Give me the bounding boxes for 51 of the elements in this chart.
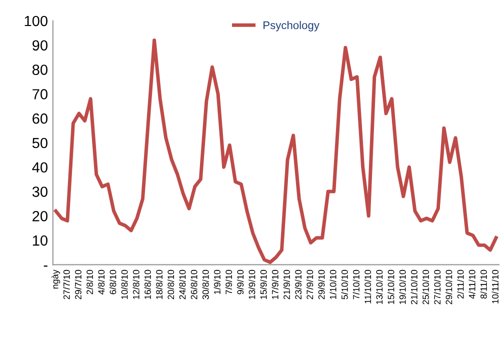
x-tick-label: 27/7/10: [63, 270, 70, 300]
x-tick-label: 27/9/10: [306, 270, 314, 300]
x-tick-label: 11/10/10: [364, 270, 372, 304]
y-tick-label: 90: [32, 40, 48, 51]
x-tick-label: 20/8/10: [167, 270, 174, 300]
y-tick-label: 70: [32, 89, 48, 100]
y-tick-label: -: [44, 266, 48, 267]
x-tick-label: 25/10/10: [422, 270, 429, 304]
x-tick-label: 19/10/10: [399, 270, 406, 304]
y-tick-label: 60: [32, 113, 48, 124]
y-tick-label: 10: [32, 235, 48, 246]
x-tick-label: 7/10/10: [352, 270, 360, 300]
x-tick-label: 16/8/10: [144, 270, 151, 299]
x-tick-label: 5/10/10: [341, 270, 348, 300]
x-tick-label: 2/11/10: [457, 270, 464, 299]
x-tick-label: 1/10/10: [330, 270, 336, 299]
x-tick-label: 7/9/10: [225, 270, 232, 294]
x-tick-label: 13/9/10: [248, 270, 256, 299]
x-tick-label: 13/10/10: [376, 270, 383, 304]
x-tick-label: 15/9/10: [260, 270, 267, 299]
x-tick-label: 21/9/10: [283, 270, 290, 300]
x-tick-label: 21/10/10: [410, 270, 418, 304]
x-tick-label: 23/9/10: [294, 270, 302, 300]
x-tick-label: 6/8/10: [110, 270, 116, 294]
y-tick-label: 100: [24, 16, 48, 26]
x-tick-label: 29/9/10: [318, 270, 325, 300]
x-tick-label: 8/11/10: [480, 270, 487, 299]
y-tick-label: 30: [32, 186, 48, 197]
x-tick-label: 29/7/10: [74, 270, 82, 300]
x-tick-label: 17/9/10: [272, 270, 278, 299]
x-tick-label: 9/9/10: [236, 270, 244, 294]
x-tick-label: 30/8/10: [202, 270, 209, 300]
x-tick-label: 27/10/10: [434, 270, 441, 304]
x-tick-label: 12/8/10: [132, 270, 140, 299]
x-tick-label: 1/9/10: [214, 270, 220, 294]
x-tick-label: 10/11/10: [492, 270, 498, 304]
y-tick-label: 80: [32, 64, 48, 75]
y-tick-label: 20: [32, 211, 48, 222]
y-tick-label: 40: [32, 162, 48, 173]
legend-label: Psychology: [264, 21, 320, 32]
x-tick-label: 4/8/10: [98, 270, 105, 294]
y-tick-label: 50: [32, 138, 48, 148]
x-tick-label: 2/8/10: [86, 270, 93, 294]
x-tick-label: 15/10/10: [388, 270, 394, 304]
x-tick-label: 10/8/10: [121, 270, 128, 299]
x-tick-label: ngày: [52, 270, 60, 289]
x-tick-label: 4/11/10: [468, 270, 476, 299]
x-tick-label: 18/8/10: [156, 270, 163, 299]
x-tick-label: 24/8/10: [179, 270, 186, 300]
x-tick-label: 26/8/10: [190, 270, 198, 300]
x-tick-label: 29/10/10: [446, 270, 452, 304]
